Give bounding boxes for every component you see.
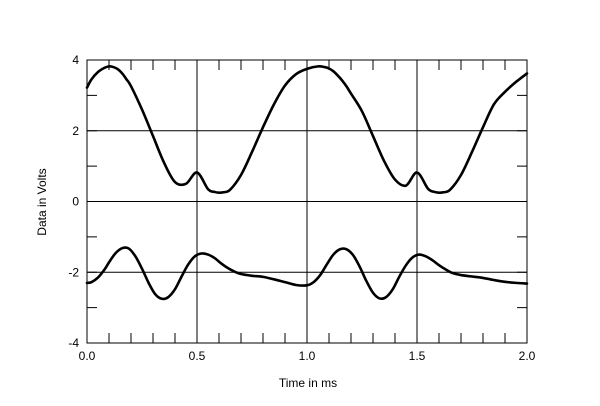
y-tick-label: -4 <box>68 336 79 350</box>
plot-frame <box>86 59 528 344</box>
y-axis-label: Data in Volts <box>35 168 49 235</box>
y-tick-label: -2 <box>68 265 79 279</box>
y-tick-label: 2 <box>72 124 79 138</box>
x-tick-label: 2.0 <box>519 349 536 363</box>
y-tick-labels: 4 2 0 -2 -4 <box>68 53 79 350</box>
data-series <box>85 64 529 301</box>
x-tick-label: 0.0 <box>79 349 96 363</box>
series-line-2 <box>85 246 529 301</box>
x-tick-label: 0.5 <box>189 349 206 363</box>
x-tick-label: 1.0 <box>299 349 316 363</box>
x-axis-label: Time in ms <box>279 376 337 390</box>
series-line-1 <box>85 64 529 194</box>
grid-lines <box>87 60 527 343</box>
x-tick-labels: 0.0 0.5 1.0 1.5 2.0 <box>79 349 536 363</box>
y-tick-label: 4 <box>72 53 79 67</box>
y-tick-label: 0 <box>72 195 79 209</box>
x-tick-label: 1.5 <box>409 349 426 363</box>
